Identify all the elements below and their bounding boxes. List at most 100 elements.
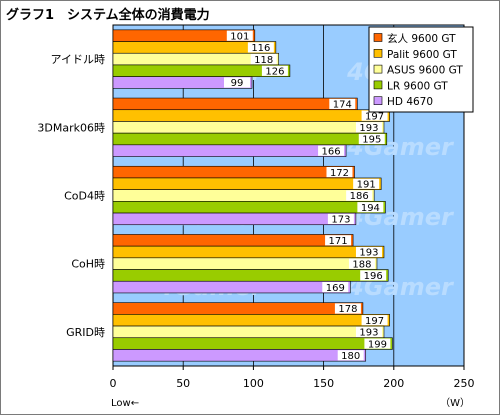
bar	[112, 314, 390, 327]
bar-label-box	[223, 77, 250, 88]
bar-value-label: 186	[350, 191, 369, 202]
bar-label-box	[353, 178, 380, 189]
bar-value-label: 173	[331, 215, 350, 226]
bar-label-box	[322, 282, 349, 293]
bar-value-label: 99	[231, 78, 244, 89]
legend: 玄人 9600 GT Palit 9600 GT ASUS 9600 GT LR 96…	[368, 26, 474, 113]
bar-value-label: 178	[338, 304, 357, 315]
bar-value-label: 197	[365, 111, 384, 122]
bar	[112, 97, 358, 111]
bar-value-label: 197	[365, 316, 384, 327]
bar-label-box	[357, 202, 384, 213]
legend-box	[368, 26, 474, 113]
category-label: 3DMark06時	[37, 121, 105, 134]
legend-label: 玄人 9600 GT	[387, 32, 456, 45]
category-label: CoD4時	[64, 190, 105, 203]
bar-value-label: 169	[326, 283, 345, 294]
bar	[112, 76, 253, 89]
bar-label-box	[360, 270, 387, 281]
bar-label-box	[329, 98, 356, 109]
bar-value-label: 166	[322, 146, 341, 157]
bar-value-label: 193	[359, 123, 378, 134]
bar	[112, 245, 385, 259]
category-label: CoH時	[71, 258, 105, 271]
bar-value-label: 193	[359, 328, 378, 339]
bar	[112, 337, 393, 350]
x-tick-label: 200	[383, 377, 404, 390]
bar	[112, 201, 386, 214]
bar-label-box	[250, 54, 277, 65]
bar-value-label: 180	[341, 351, 360, 362]
chart-title: グラフ1 システム全体の消費電力	[6, 8, 210, 23]
x-axis-label-right: （W）	[440, 397, 470, 409]
x-tick-label: 0	[110, 377, 117, 390]
bar-value-label: 199	[368, 339, 387, 350]
legend-label: Palit 9600 GT	[387, 49, 457, 61]
bar-value-label: 116	[251, 43, 270, 54]
bar-label-box	[326, 167, 353, 178]
bar-value-label: 174	[333, 100, 352, 111]
legend-label: LR 9600 GT	[387, 80, 448, 92]
legend-swatch	[373, 80, 383, 90]
bar-label-box	[318, 145, 345, 156]
legend-swatch	[373, 96, 383, 105]
bar-label-box	[361, 315, 388, 326]
bar	[112, 349, 367, 362]
bar-label-box	[361, 110, 388, 121]
legend-swatch	[373, 48, 383, 58]
bar	[112, 189, 375, 202]
bar	[112, 144, 347, 157]
x-axis-ticks: 0 50 100 150 200 250	[110, 366, 475, 390]
bar	[112, 234, 354, 247]
bar-value-label: 194	[361, 203, 380, 214]
x-tick-label: 150	[313, 377, 334, 390]
legend-label: ASUS 9600 GT	[387, 65, 463, 77]
bar-label-box	[358, 133, 385, 145]
bar	[112, 132, 388, 146]
bar-value-label: 172	[330, 168, 349, 179]
bar	[112, 109, 390, 122]
category-label: GRID時	[66, 326, 105, 339]
bar	[112, 325, 385, 339]
bar-value-label: 193	[359, 248, 378, 259]
bar-label-box	[348, 258, 375, 269]
bar-value-label: 195	[362, 135, 381, 146]
category-label: アイドル時	[51, 53, 105, 66]
bar	[112, 165, 355, 179]
legend-swatch	[373, 33, 383, 42]
bar-value-label: 191	[357, 179, 376, 190]
x-axis-label-left: Low←	[111, 398, 139, 409]
bar-label-box	[355, 246, 382, 258]
bar	[112, 280, 351, 294]
bar-label-box	[247, 42, 274, 53]
bar-value-label: 126	[265, 66, 284, 77]
bar	[112, 212, 357, 226]
bar-label-box	[226, 30, 253, 41]
bar-label-box	[346, 190, 373, 201]
legend-swatch	[373, 64, 383, 74]
bar-label-box	[327, 213, 354, 224]
bar	[112, 177, 382, 190]
bar	[112, 302, 364, 315]
bar-label-box	[334, 303, 361, 314]
x-tick-label: 250	[454, 377, 475, 390]
bar-label-box	[261, 65, 288, 76]
bar-value-label: 118	[254, 55, 273, 66]
bar-label-box	[337, 350, 364, 361]
x-tick-label: 100	[243, 377, 264, 390]
bar-value-label: 101	[230, 31, 249, 42]
bar-value-label: 196	[364, 271, 383, 282]
bar-label-box	[355, 326, 382, 337]
category-labels: アイドル時 3DMark06時 CoD4時 CoH時 GRID時	[37, 53, 105, 339]
bar-value-label: 188	[352, 259, 371, 270]
bar-label-box	[364, 338, 391, 349]
bars-group: 1011161181269917419719319516617219118619…	[112, 29, 393, 362]
bar	[112, 269, 389, 282]
bar-value-label: 171	[329, 236, 348, 247]
legend-label: HD 4670	[387, 96, 433, 108]
bar	[112, 257, 378, 270]
bar-label-box	[325, 235, 352, 246]
bar-label-box	[355, 122, 382, 133]
bar	[112, 121, 385, 134]
